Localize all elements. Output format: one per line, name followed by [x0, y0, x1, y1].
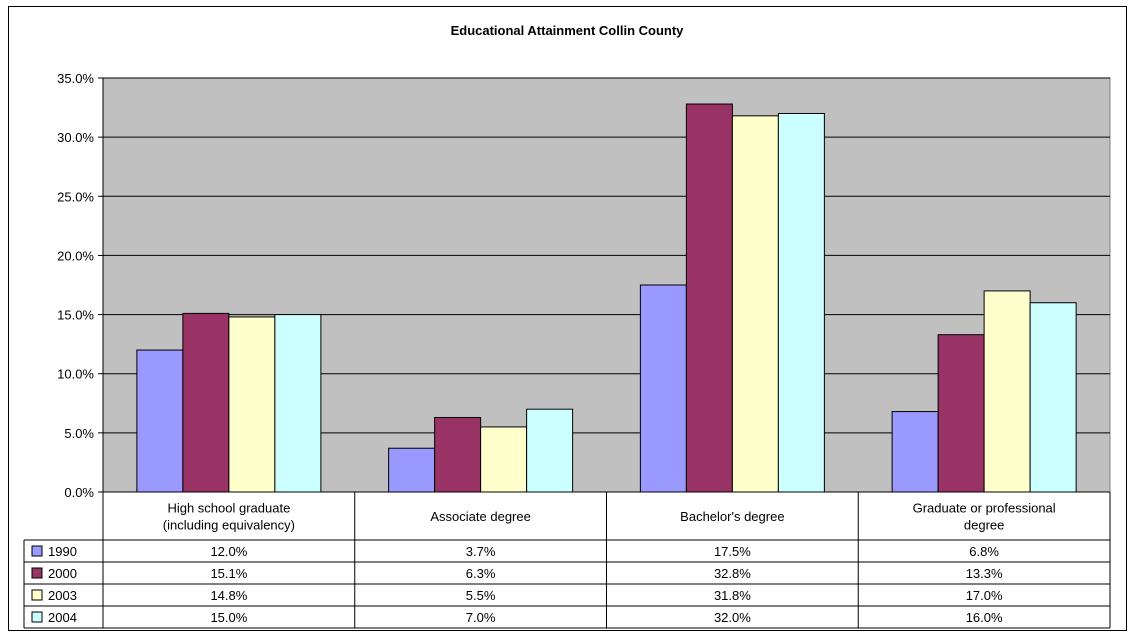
- bar: [228, 316, 276, 493]
- table-value: 13.3%: [966, 566, 1003, 581]
- bar: [434, 416, 482, 493]
- category-label: (including equivalency): [163, 518, 295, 533]
- table-value: 32.0%: [714, 610, 751, 625]
- table-value: 32.8%: [714, 566, 751, 581]
- y-tick-label: 5.0%: [64, 426, 94, 441]
- chart-title: Educational Attainment Collin County: [451, 23, 685, 38]
- table-value: 17.5%: [714, 544, 751, 559]
- y-tick-label: 0.0%: [64, 485, 94, 500]
- y-tick-label: 25.0%: [57, 189, 94, 204]
- table-value: 6.8%: [969, 544, 999, 559]
- table-value: 17.0%: [966, 588, 1003, 603]
- legend-key: [31, 589, 43, 601]
- category-label: Bachelor's degree: [680, 509, 784, 524]
- y-tick-label: 10.0%: [57, 367, 94, 382]
- table-value: 16.0%: [966, 610, 1003, 625]
- y-tick-label: 20.0%: [57, 248, 94, 263]
- bar: [480, 426, 528, 493]
- legend-label: 2000: [48, 566, 77, 581]
- bar: [777, 112, 825, 493]
- legend-key: [31, 545, 43, 557]
- bar: [1029, 302, 1077, 493]
- category-label: Graduate or professional: [913, 501, 1056, 516]
- category-label: degree: [964, 518, 1004, 533]
- category-label: Associate degree: [430, 509, 530, 524]
- bar: [685, 103, 733, 493]
- bar: [891, 411, 939, 493]
- y-tick-label: 30.0%: [57, 130, 94, 145]
- bar: [731, 115, 779, 493]
- legend-label: 2004: [48, 610, 77, 625]
- plot-area: 0.0% 5.0% 10.0% 15.0% 20.0% 25.0% 30.0% 35.0%: [57, 71, 1111, 500]
- bar: [937, 334, 985, 493]
- legend-key: [31, 567, 43, 579]
- category-label: High school graduate: [167, 501, 290, 516]
- table-value: 7.0%: [466, 610, 496, 625]
- bar: [639, 284, 687, 493]
- table-value: 6.3%: [466, 566, 496, 581]
- table-value: 15.0%: [210, 610, 247, 625]
- table-value: 3.7%: [466, 544, 496, 559]
- y-tick-label: 35.0%: [57, 71, 94, 86]
- table-value: 15.1%: [210, 566, 247, 581]
- data-table: High school graduate (including equivalen…: [23, 492, 1111, 629]
- table-value: 5.5%: [466, 588, 496, 603]
- legend-label: 2003: [48, 588, 77, 603]
- table-value: 12.0%: [210, 544, 247, 559]
- legend-label: 1990: [48, 544, 77, 559]
- bar: [182, 312, 230, 493]
- bar: [274, 314, 322, 493]
- bar: [136, 349, 184, 493]
- table-value: 14.8%: [210, 588, 247, 603]
- bar: [983, 290, 1031, 493]
- bar: [388, 447, 436, 493]
- legend-key: [31, 611, 43, 623]
- table-value: 31.8%: [714, 588, 751, 603]
- y-tick-label: 15.0%: [57, 308, 94, 323]
- bar: [526, 408, 574, 493]
